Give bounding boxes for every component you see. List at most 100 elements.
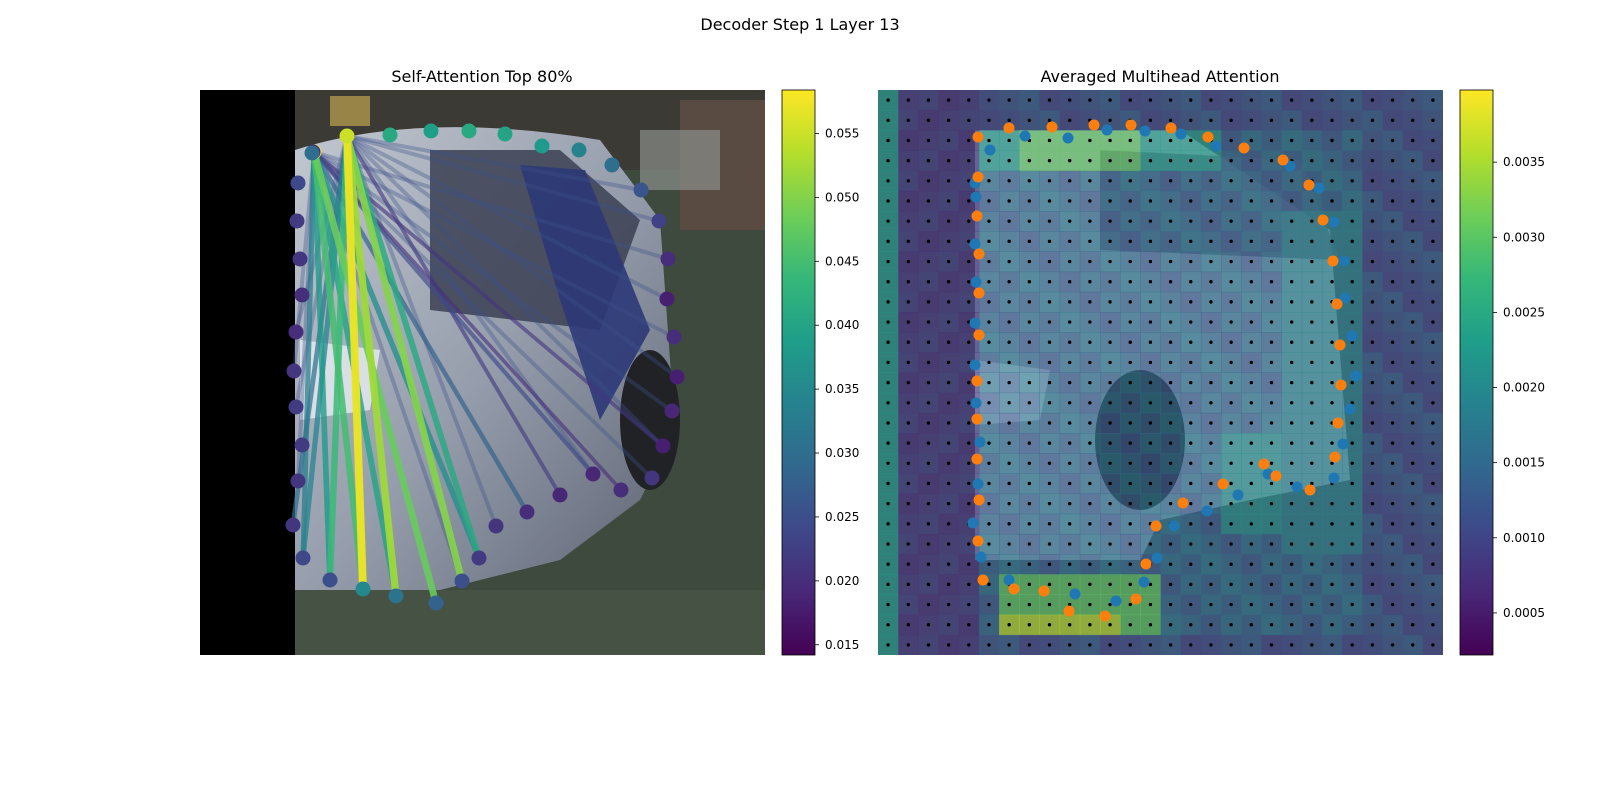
grid-dot bbox=[967, 643, 971, 647]
grid-dot bbox=[987, 602, 991, 607]
grid-dot bbox=[1370, 380, 1375, 385]
grid-dot bbox=[946, 239, 951, 244]
grid-dot bbox=[1027, 340, 1032, 344]
attention-node bbox=[286, 363, 302, 379]
colorbar-tick-label: 0.035 bbox=[825, 382, 859, 396]
grid-dot bbox=[1007, 401, 1011, 405]
grid-dot bbox=[1007, 320, 1011, 324]
grid-dot bbox=[1350, 239, 1354, 244]
grid-dot bbox=[906, 199, 910, 203]
grid-dot bbox=[1088, 259, 1092, 264]
blue-point bbox=[1210, 140, 1222, 152]
grid-dot bbox=[1108, 562, 1112, 566]
grid-dot bbox=[1350, 320, 1354, 324]
grid-dot bbox=[1128, 602, 1132, 607]
grid-dot bbox=[886, 158, 890, 163]
colorbar-gradient bbox=[781, 89, 816, 656]
grid-dot bbox=[1088, 300, 1092, 304]
blue-point bbox=[1201, 505, 1213, 517]
orange-point bbox=[971, 453, 983, 465]
grid-dot bbox=[1330, 623, 1334, 627]
grid-dot bbox=[967, 421, 971, 425]
grid-dot bbox=[1289, 623, 1294, 627]
grid-dot bbox=[1249, 501, 1254, 506]
grid-dot bbox=[1249, 522, 1254, 526]
attention-edge bbox=[345, 134, 665, 448]
grid-dot bbox=[1027, 481, 1032, 486]
grid-dot bbox=[987, 441, 991, 445]
grid-dot bbox=[1128, 441, 1132, 445]
orange-point bbox=[1046, 121, 1058, 133]
grid-dot bbox=[1411, 380, 1415, 385]
grid-dot bbox=[1249, 219, 1254, 223]
grid-dot bbox=[886, 582, 890, 587]
grid-dot bbox=[1148, 380, 1153, 385]
grid-dot bbox=[1310, 279, 1314, 284]
grid-dot bbox=[987, 320, 991, 324]
blue-point bbox=[975, 551, 987, 563]
grid-dot bbox=[1047, 360, 1052, 365]
grid-dot bbox=[1269, 441, 1274, 445]
grid-dot bbox=[1370, 259, 1375, 264]
grid-dot bbox=[1289, 300, 1294, 304]
grid-dot bbox=[1209, 279, 1213, 284]
grid-dot bbox=[1007, 481, 1011, 486]
grid-dot bbox=[1229, 300, 1233, 304]
grid-dot bbox=[946, 441, 951, 445]
grid-dot bbox=[1067, 461, 1072, 466]
grid-dot bbox=[1168, 259, 1173, 264]
grid-dot bbox=[1229, 542, 1233, 546]
attention-node bbox=[295, 550, 311, 566]
grid-dot bbox=[1431, 179, 1435, 183]
grid-dot bbox=[967, 158, 971, 163]
grid-dot bbox=[1148, 461, 1153, 466]
grid-dot bbox=[1189, 98, 1193, 102]
grid-dot bbox=[1289, 320, 1294, 324]
grid-dot bbox=[1128, 380, 1132, 385]
grid-dot bbox=[946, 179, 951, 183]
grid-dot bbox=[1047, 340, 1052, 344]
grid-dot bbox=[1047, 259, 1052, 264]
grid-dot bbox=[1269, 522, 1274, 526]
grid-dot bbox=[1411, 582, 1415, 587]
blue-point bbox=[969, 359, 981, 371]
blue-point bbox=[974, 436, 986, 448]
grid-dot bbox=[1249, 259, 1254, 264]
grid-dot bbox=[906, 562, 910, 566]
grid-dot bbox=[1047, 239, 1052, 244]
grid-dot bbox=[1229, 199, 1233, 203]
grid-dot bbox=[1168, 320, 1173, 324]
grid-dot bbox=[1330, 118, 1334, 122]
grid-dot bbox=[1229, 98, 1233, 102]
grid-dot bbox=[1067, 118, 1072, 122]
grid-dot bbox=[946, 461, 951, 466]
grid-dot bbox=[1229, 582, 1233, 587]
grid-dot bbox=[1148, 199, 1153, 203]
attention-node bbox=[471, 550, 487, 566]
grid-dot bbox=[906, 138, 910, 143]
grid-dot bbox=[1229, 179, 1233, 183]
grid-dot bbox=[1350, 562, 1354, 566]
grid-dot bbox=[906, 380, 910, 385]
grid-dot bbox=[967, 401, 971, 405]
grid-dot bbox=[926, 259, 931, 264]
grid-dot bbox=[1350, 380, 1354, 385]
grid-dot bbox=[1128, 279, 1132, 284]
grid-dot bbox=[1229, 158, 1233, 163]
grid-dot bbox=[1027, 501, 1032, 506]
grid-dot bbox=[1431, 360, 1435, 365]
orange-point bbox=[1038, 585, 1050, 597]
grid-dot bbox=[1209, 643, 1213, 647]
grid-dot bbox=[946, 320, 951, 324]
grid-dot bbox=[946, 401, 951, 405]
orange-point bbox=[1332, 417, 1344, 429]
grid-dot bbox=[1390, 179, 1395, 183]
grid-dot bbox=[886, 441, 890, 445]
grid-dot bbox=[1108, 441, 1112, 445]
grid-dot bbox=[1330, 542, 1334, 546]
grid-dot bbox=[926, 380, 931, 385]
grid-dot bbox=[1330, 158, 1334, 163]
orange-point bbox=[971, 413, 983, 425]
grid-dot bbox=[1431, 441, 1435, 445]
grid-dot bbox=[967, 582, 971, 587]
